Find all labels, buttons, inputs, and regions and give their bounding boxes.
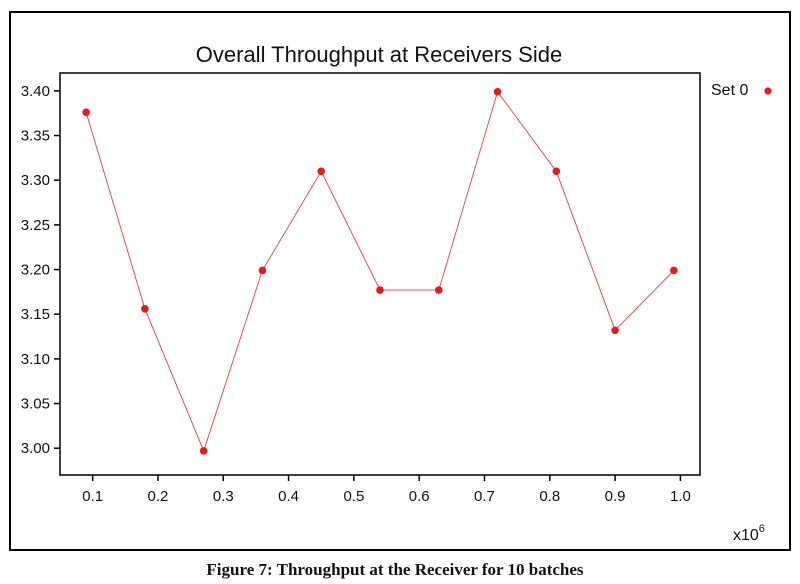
y-tick-label: 3.20 (21, 262, 50, 279)
data-point (82, 108, 90, 117)
data-point (611, 326, 619, 335)
y-tick-label: 3.35 (21, 128, 50, 145)
x-tick-label: 0.1 (82, 488, 103, 505)
x-tick-label: 0.8 (539, 488, 560, 505)
series-layer (82, 87, 678, 455)
legend: Set 0 (711, 82, 772, 99)
x-tick-label: 0.2 (148, 488, 169, 505)
figure-caption: Figure 7: Throughput at the Receiver for… (206, 560, 584, 579)
legend-label-set-0: Set 0 (711, 82, 748, 99)
plot-frame (59, 72, 701, 476)
x-tick-label: 0.3 (213, 488, 234, 505)
x-axis: 0.1 0.2 0.3 0.4 0.5 0.6 0.7 0.8 0.9 1.0 (82, 475, 691, 505)
x-tick-label: 0.9 (605, 488, 626, 505)
y-tick-label: 3.10 (21, 351, 50, 368)
chart-title: Overall Throughput at Receivers Side (196, 42, 562, 67)
data-point (376, 286, 384, 294)
y-tick-label: 3.40 (21, 83, 50, 100)
data-point (199, 447, 208, 455)
y-tick-label: 3.15 (21, 306, 50, 323)
x-axis-multiplier-base: x10 (733, 527, 759, 544)
plot-area (59, 72, 701, 476)
y-tick-label: 3.25 (21, 217, 50, 234)
y-axis: 3.40 3.35 3.30 3.25 3.20 3.15 3.10 3.05 3.00 (21, 83, 60, 457)
data-point (670, 266, 678, 275)
data-point (141, 305, 149, 313)
x-axis-multiplier-exponent: 6 (759, 523, 765, 535)
outer-frame (9, 11, 791, 551)
y-tick-label: 3.30 (21, 172, 50, 189)
y-tick-label: 3.00 (21, 440, 50, 457)
x-tick-label: 0.6 (409, 488, 430, 505)
data-point (434, 286, 443, 294)
x-tick-label: 1.0 (670, 488, 691, 505)
x-tick-label: 0.7 (474, 488, 495, 505)
data-point (552, 167, 561, 176)
legend-marker-set-0 (764, 87, 772, 95)
y-tick-label: 3.05 (21, 396, 50, 413)
x-tick-label: 0.5 (343, 488, 364, 505)
x-axis-multiplier: x106 (733, 523, 765, 544)
data-point (258, 266, 267, 275)
x-tick-label: 0.4 (278, 488, 299, 505)
data-point (317, 167, 326, 176)
data-point (493, 87, 502, 96)
